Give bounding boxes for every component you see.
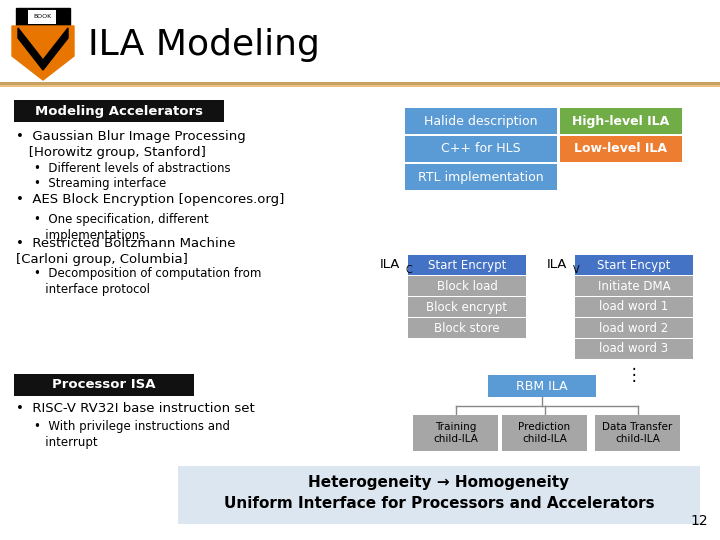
Text: ILA: ILA [546, 259, 567, 272]
Bar [575, 276, 693, 296]
Text: V: V [573, 265, 580, 275]
Bar [560, 108, 682, 134]
Text: Modeling Accelerators: Modeling Accelerators [35, 105, 203, 118]
Text: RBM ILA: RBM ILA [516, 380, 568, 393]
Text: •  RISC-V RV32I base instruction set: • RISC-V RV32I base instruction set [16, 402, 255, 415]
Text: •  Decomposition of computation from
   interface protocol: • Decomposition of computation from inte… [34, 267, 261, 296]
Bar [575, 297, 693, 317]
Text: •  AES Block Encryption [opencores.org]: • AES Block Encryption [opencores.org] [16, 193, 284, 206]
Bar [178, 466, 700, 524]
Bar [14, 374, 194, 396]
Text: Data Transfer
child-ILA: Data Transfer child-ILA [603, 422, 672, 444]
Bar [405, 136, 557, 162]
Polygon shape [18, 28, 68, 70]
Text: •  Gaussian Blur Image Processing
   [Horowitz group, Stanford]: • Gaussian Blur Image Processing [Horowi… [16, 130, 246, 159]
Bar [413, 415, 498, 451]
Text: Training
child-ILA: Training child-ILA [433, 422, 478, 444]
Bar [405, 164, 557, 190]
Text: load word 3: load word 3 [600, 342, 669, 355]
Bar [408, 318, 526, 338]
Text: Halide description: Halide description [424, 114, 538, 127]
Text: C: C [406, 265, 413, 275]
Text: •  Streaming interface: • Streaming interface [34, 177, 166, 190]
Text: C++ for HLS: C++ for HLS [441, 143, 521, 156]
Text: Start Encrypt: Start Encrypt [428, 259, 506, 272]
Bar [0, 0, 720, 85]
Bar [575, 318, 693, 338]
Text: load word 1: load word 1 [599, 300, 669, 314]
Polygon shape [12, 26, 74, 80]
Text: Block store: Block store [434, 321, 500, 334]
Text: ILA Modeling: ILA Modeling [88, 28, 320, 62]
Text: ILA: ILA [379, 259, 400, 272]
Text: Prediction
child-ILA: Prediction child-ILA [518, 422, 570, 444]
Bar [560, 136, 682, 162]
Bar [14, 100, 224, 122]
Bar [0, 82, 720, 85]
Bar [488, 375, 596, 397]
Text: Start Encypt: Start Encypt [598, 259, 671, 272]
Bar [575, 339, 693, 359]
Text: ⋮: ⋮ [626, 366, 642, 384]
Bar [595, 415, 680, 451]
Bar [28, 10, 56, 24]
Text: Initiate DMA: Initiate DMA [598, 280, 670, 293]
Bar [575, 255, 693, 275]
Text: 12: 12 [690, 514, 708, 528]
Text: Processor ISA: Processor ISA [53, 379, 156, 392]
Text: •  With privilege instructions and
   interrupt: • With privilege instructions and interr… [34, 420, 230, 449]
Text: •  Restricted Boltzmann Machine
[Carloni group, Columbia]: • Restricted Boltzmann Machine [Carloni … [16, 237, 235, 266]
Text: •  Different levels of abstractions: • Different levels of abstractions [34, 162, 230, 175]
Polygon shape [16, 8, 70, 26]
Bar [405, 108, 557, 134]
Text: load word 2: load word 2 [599, 321, 669, 334]
Text: Low-level ILA: Low-level ILA [575, 143, 667, 156]
Text: RTL implementation: RTL implementation [418, 171, 544, 184]
Bar [502, 415, 587, 451]
Text: Uniform Interface for Processors and Accelerators: Uniform Interface for Processors and Acc… [224, 496, 654, 511]
Bar [408, 276, 526, 296]
Bar [408, 297, 526, 317]
Text: BOOK: BOOK [33, 15, 51, 19]
Text: High-level ILA: High-level ILA [572, 114, 670, 127]
Bar [0, 85, 720, 87]
Text: Block load: Block load [436, 280, 498, 293]
Text: Heterogeneity → Homogeneity: Heterogeneity → Homogeneity [308, 475, 570, 489]
Text: Block encrypt: Block encrypt [426, 300, 508, 314]
Text: •  One specification, different
   implementations: • One specification, different implement… [34, 213, 209, 242]
Bar [408, 255, 526, 275]
